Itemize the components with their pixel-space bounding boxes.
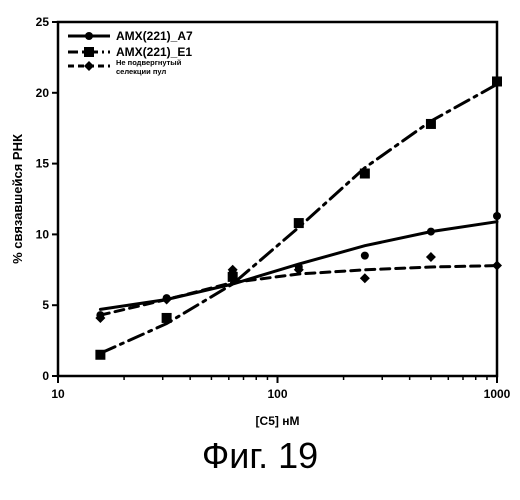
legend-marker xyxy=(85,32,93,40)
legend: AMX(221)_A7 AMX(221)_E1Не подвергнутыйсел… xyxy=(68,29,193,76)
y-tick-label: 0 xyxy=(42,369,49,383)
data-point xyxy=(360,169,370,179)
legend-item: AMX(221)_A7 xyxy=(68,29,193,43)
y-tick-label: 25 xyxy=(36,15,50,29)
series-2 xyxy=(95,76,502,359)
data-point xyxy=(426,252,436,262)
legend-marker xyxy=(84,61,94,71)
x-tick-label: 1000 xyxy=(484,387,511,401)
x-tick-label: 10 xyxy=(51,387,65,401)
legend-label: Не подвергнутыйселекции пул xyxy=(116,58,182,76)
legend-label: AMX(221)_E1 xyxy=(116,45,192,59)
data-point xyxy=(427,228,435,236)
series-layer xyxy=(95,76,502,359)
y-tick-label: 10 xyxy=(36,227,50,241)
y-axis-title: % связавшейся РНК xyxy=(10,134,25,264)
data-point xyxy=(493,212,501,220)
y-tick-label: 15 xyxy=(36,157,50,171)
y-tick-label: 5 xyxy=(42,298,49,312)
legend-marker xyxy=(84,47,94,57)
axes: 0 5 10 15 20 25 10 100 1000 % связавшейся РНК [C5]… xyxy=(10,15,511,428)
x-axis-title: [C5] нМ xyxy=(256,414,300,428)
y-tick-label: 20 xyxy=(36,86,50,100)
legend-item: Не подвергнутыйселекции пул xyxy=(68,58,182,76)
data-point xyxy=(492,261,502,271)
x-tick-label: 100 xyxy=(267,387,287,401)
data-point xyxy=(162,295,172,305)
data-point xyxy=(426,119,436,129)
data-point xyxy=(95,350,105,360)
legend-item: AMX(221)_E1 xyxy=(68,45,192,59)
data-point xyxy=(361,252,369,260)
legend-label: AMX(221)_A7 xyxy=(116,29,193,43)
data-point xyxy=(294,218,304,228)
figure-caption: Фиг. 19 xyxy=(0,435,520,477)
data-point xyxy=(360,273,370,283)
data-point xyxy=(162,313,172,323)
data-point xyxy=(492,76,502,86)
